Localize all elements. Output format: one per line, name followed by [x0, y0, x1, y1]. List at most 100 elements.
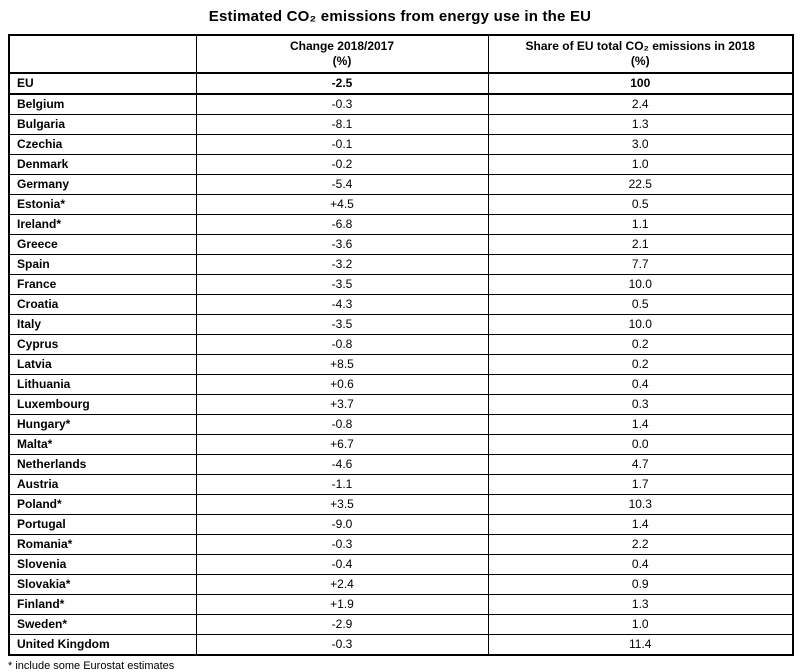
- change-cell: +0.6: [195, 374, 489, 395]
- table-row: Denmark -0.2 1.0: [8, 154, 794, 175]
- share-cell: 0.5: [487, 194, 794, 215]
- country-cell: Belgium: [8, 93, 197, 115]
- share-cell: 1.0: [487, 614, 794, 635]
- share-cell: 3.0: [487, 134, 794, 155]
- share-header-line2: (%): [630, 54, 650, 68]
- table-row: Cyprus -0.8 0.2: [8, 334, 794, 355]
- change-cell: -2.5: [195, 72, 489, 95]
- share-cell: 0.9: [487, 574, 794, 595]
- table-row: Estonia* +4.5 0.5: [8, 194, 794, 215]
- share-cell: 0.0: [487, 434, 794, 455]
- change-cell: -3.2: [195, 254, 489, 275]
- country-cell: Czechia: [8, 134, 197, 155]
- country-cell: Portugal: [8, 514, 197, 535]
- change-cell: +2.4: [195, 574, 489, 595]
- country-cell: Slovakia*: [8, 574, 197, 595]
- country-cell: Bulgaria: [8, 114, 197, 135]
- share-cell: 7.7: [487, 254, 794, 275]
- country-cell: Hungary*: [8, 414, 197, 435]
- change-cell: +3.7: [195, 394, 489, 415]
- table-row: United Kingdom -0.3 11.4: [8, 634, 794, 656]
- country-cell: Malta*: [8, 434, 197, 455]
- country-cell: Finland*: [8, 594, 197, 615]
- share-cell: 10.0: [487, 314, 794, 335]
- country-cell: United Kingdom: [8, 634, 197, 656]
- table-row: Croatia -4.3 0.5: [8, 294, 794, 315]
- share-header-line1: Share of EU total CO₂ emissions in 2018: [525, 39, 755, 53]
- page-title: Estimated CO₂ emissions from energy use …: [208, 8, 592, 25]
- share-cell: 0.4: [487, 554, 794, 575]
- share-cell: 22.5: [487, 174, 794, 195]
- table-row: Spain -3.2 7.7: [8, 254, 794, 275]
- country-cell: Slovenia: [8, 554, 197, 575]
- change-cell: -0.3: [195, 93, 489, 115]
- share-cell: 2.2: [487, 534, 794, 555]
- country-cell: Estonia*: [8, 194, 197, 215]
- table-row: Finland* +1.9 1.3: [8, 594, 794, 615]
- share-cell: 1.0: [487, 154, 794, 175]
- change-cell: -5.4: [195, 174, 489, 195]
- change-cell: -8.1: [195, 114, 489, 135]
- country-cell: Latvia: [8, 354, 197, 375]
- change-cell: +8.5: [195, 354, 489, 375]
- table-row: Hungary* -0.8 1.4: [8, 414, 794, 435]
- country-cell: Romania*: [8, 534, 197, 555]
- country-cell: Croatia: [8, 294, 197, 315]
- table-row: Slovenia -0.4 0.4: [8, 554, 794, 575]
- country-cell: Lithuania: [8, 374, 197, 395]
- table-header: Change 2018/2017 (%) Share of EU total C…: [8, 34, 794, 74]
- table-row: Latvia +8.5 0.2: [8, 354, 794, 375]
- footnote: * include some Eurostat estimates: [8, 660, 175, 672]
- header-row: Change 2018/2017 (%) Share of EU total C…: [8, 34, 794, 74]
- country-column-header: [8, 34, 197, 74]
- country-cell: Greece: [8, 234, 197, 255]
- change-cell: -3.5: [195, 274, 489, 295]
- country-cell: France: [8, 274, 197, 295]
- change-cell: +6.7: [195, 434, 489, 455]
- country-cell: Spain: [8, 254, 197, 275]
- change-cell: -2.9: [195, 614, 489, 635]
- table-row: Germany -5.4 22.5: [8, 174, 794, 195]
- share-cell: 1.7: [487, 474, 794, 495]
- country-cell: Ireland*: [8, 214, 197, 235]
- change-cell: -0.8: [195, 334, 489, 355]
- change-cell: -4.6: [195, 454, 489, 475]
- share-cell: 1.3: [487, 114, 794, 135]
- table-body: EU -2.5 100 Belgium -0.3 2.4 Bulgaria -8…: [8, 72, 794, 656]
- table-row: EU -2.5 100: [8, 72, 794, 95]
- table-row: France -3.5 10.0: [8, 274, 794, 295]
- share-cell: 0.2: [487, 354, 794, 375]
- table-row: Greece -3.6 2.1: [8, 234, 794, 255]
- share-cell: 1.3: [487, 594, 794, 615]
- change-cell: -1.1: [195, 474, 489, 495]
- country-cell: Luxembourg: [8, 394, 197, 415]
- share-cell: 0.5: [487, 294, 794, 315]
- share-column-header: Share of EU total CO₂ emissions in 2018 …: [487, 34, 794, 74]
- table-row: Romania* -0.3 2.2: [8, 534, 794, 555]
- change-cell: -3.5: [195, 314, 489, 335]
- change-cell: -0.2: [195, 154, 489, 175]
- table-row: Lithuania +0.6 0.4: [8, 374, 794, 395]
- share-cell: 0.4: [487, 374, 794, 395]
- table-row: Belgium -0.3 2.4: [8, 93, 794, 115]
- table-row: Slovakia* +2.4 0.9: [8, 574, 794, 595]
- country-cell: Germany: [8, 174, 197, 195]
- table-row: Poland* +3.5 10.3: [8, 494, 794, 515]
- change-cell: -6.8: [195, 214, 489, 235]
- table-row: Bulgaria -8.1 1.3: [8, 114, 794, 135]
- country-cell: Denmark: [8, 154, 197, 175]
- change-cell: +3.5: [195, 494, 489, 515]
- change-cell: +4.5: [195, 194, 489, 215]
- table-row: Portugal -9.0 1.4: [8, 514, 794, 535]
- share-cell: 10.0: [487, 274, 794, 295]
- country-cell: Netherlands: [8, 454, 197, 475]
- share-cell: 11.4: [487, 634, 794, 656]
- change-cell: -4.3: [195, 294, 489, 315]
- share-cell: 0.3: [487, 394, 794, 415]
- share-cell: 0.2: [487, 334, 794, 355]
- share-cell: 1.4: [487, 514, 794, 535]
- table-row: Sweden* -2.9 1.0: [8, 614, 794, 635]
- change-header-line2: (%): [332, 54, 352, 68]
- share-cell: 1.4: [487, 414, 794, 435]
